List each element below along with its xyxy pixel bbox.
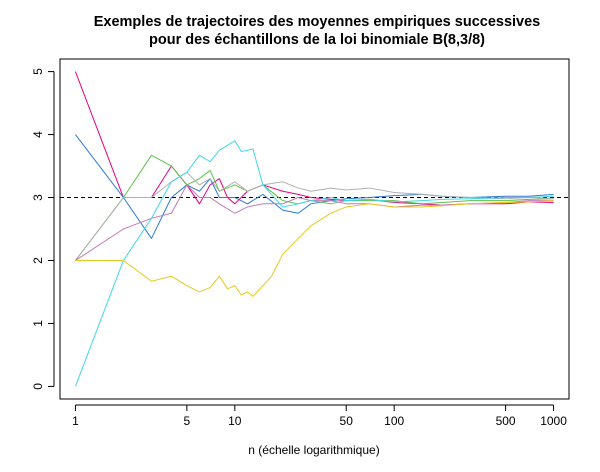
- x-axis-label: n (échelle logarithmique): [248, 443, 379, 457]
- series-line-6: [74, 140, 554, 387]
- y-tick-label: 5: [31, 68, 45, 75]
- chart-title-line-1: Exemples de trajectoires des moyennes em…: [94, 14, 541, 30]
- y-tick-label: 2: [31, 257, 45, 264]
- chart-title-line-2: pour des échantillons de la loi binomial…: [149, 32, 485, 48]
- series-line-4: [75, 171, 554, 261]
- x-tick-label: 500: [496, 414, 516, 428]
- y-tick-label: 1: [31, 320, 45, 327]
- series-line-2: [75, 134, 554, 239]
- x-tick-label: 10: [228, 414, 242, 428]
- x-tick-label: 1000: [540, 414, 567, 428]
- y-tick-label: 0: [31, 383, 45, 390]
- series-line-5: [75, 184, 554, 261]
- x-tick-label: 5: [183, 414, 190, 428]
- x-tick-label: 50: [340, 414, 354, 428]
- series-line-7: [75, 200, 554, 297]
- series-layer: [74, 71, 554, 387]
- plot-frame: [59, 58, 570, 400]
- series-line-1: [74, 71, 554, 206]
- y-tick-label: 4: [31, 131, 45, 138]
- x-tick-label: 100: [384, 414, 404, 428]
- x-tick-label: 1: [72, 414, 79, 428]
- y-tick-label: 3: [31, 194, 45, 201]
- y-axis: 0 1 2 3 4 5: [31, 68, 55, 390]
- x-axis: 1 5 10 50 100 500 1000: [72, 404, 567, 428]
- series-line-3: [75, 154, 554, 261]
